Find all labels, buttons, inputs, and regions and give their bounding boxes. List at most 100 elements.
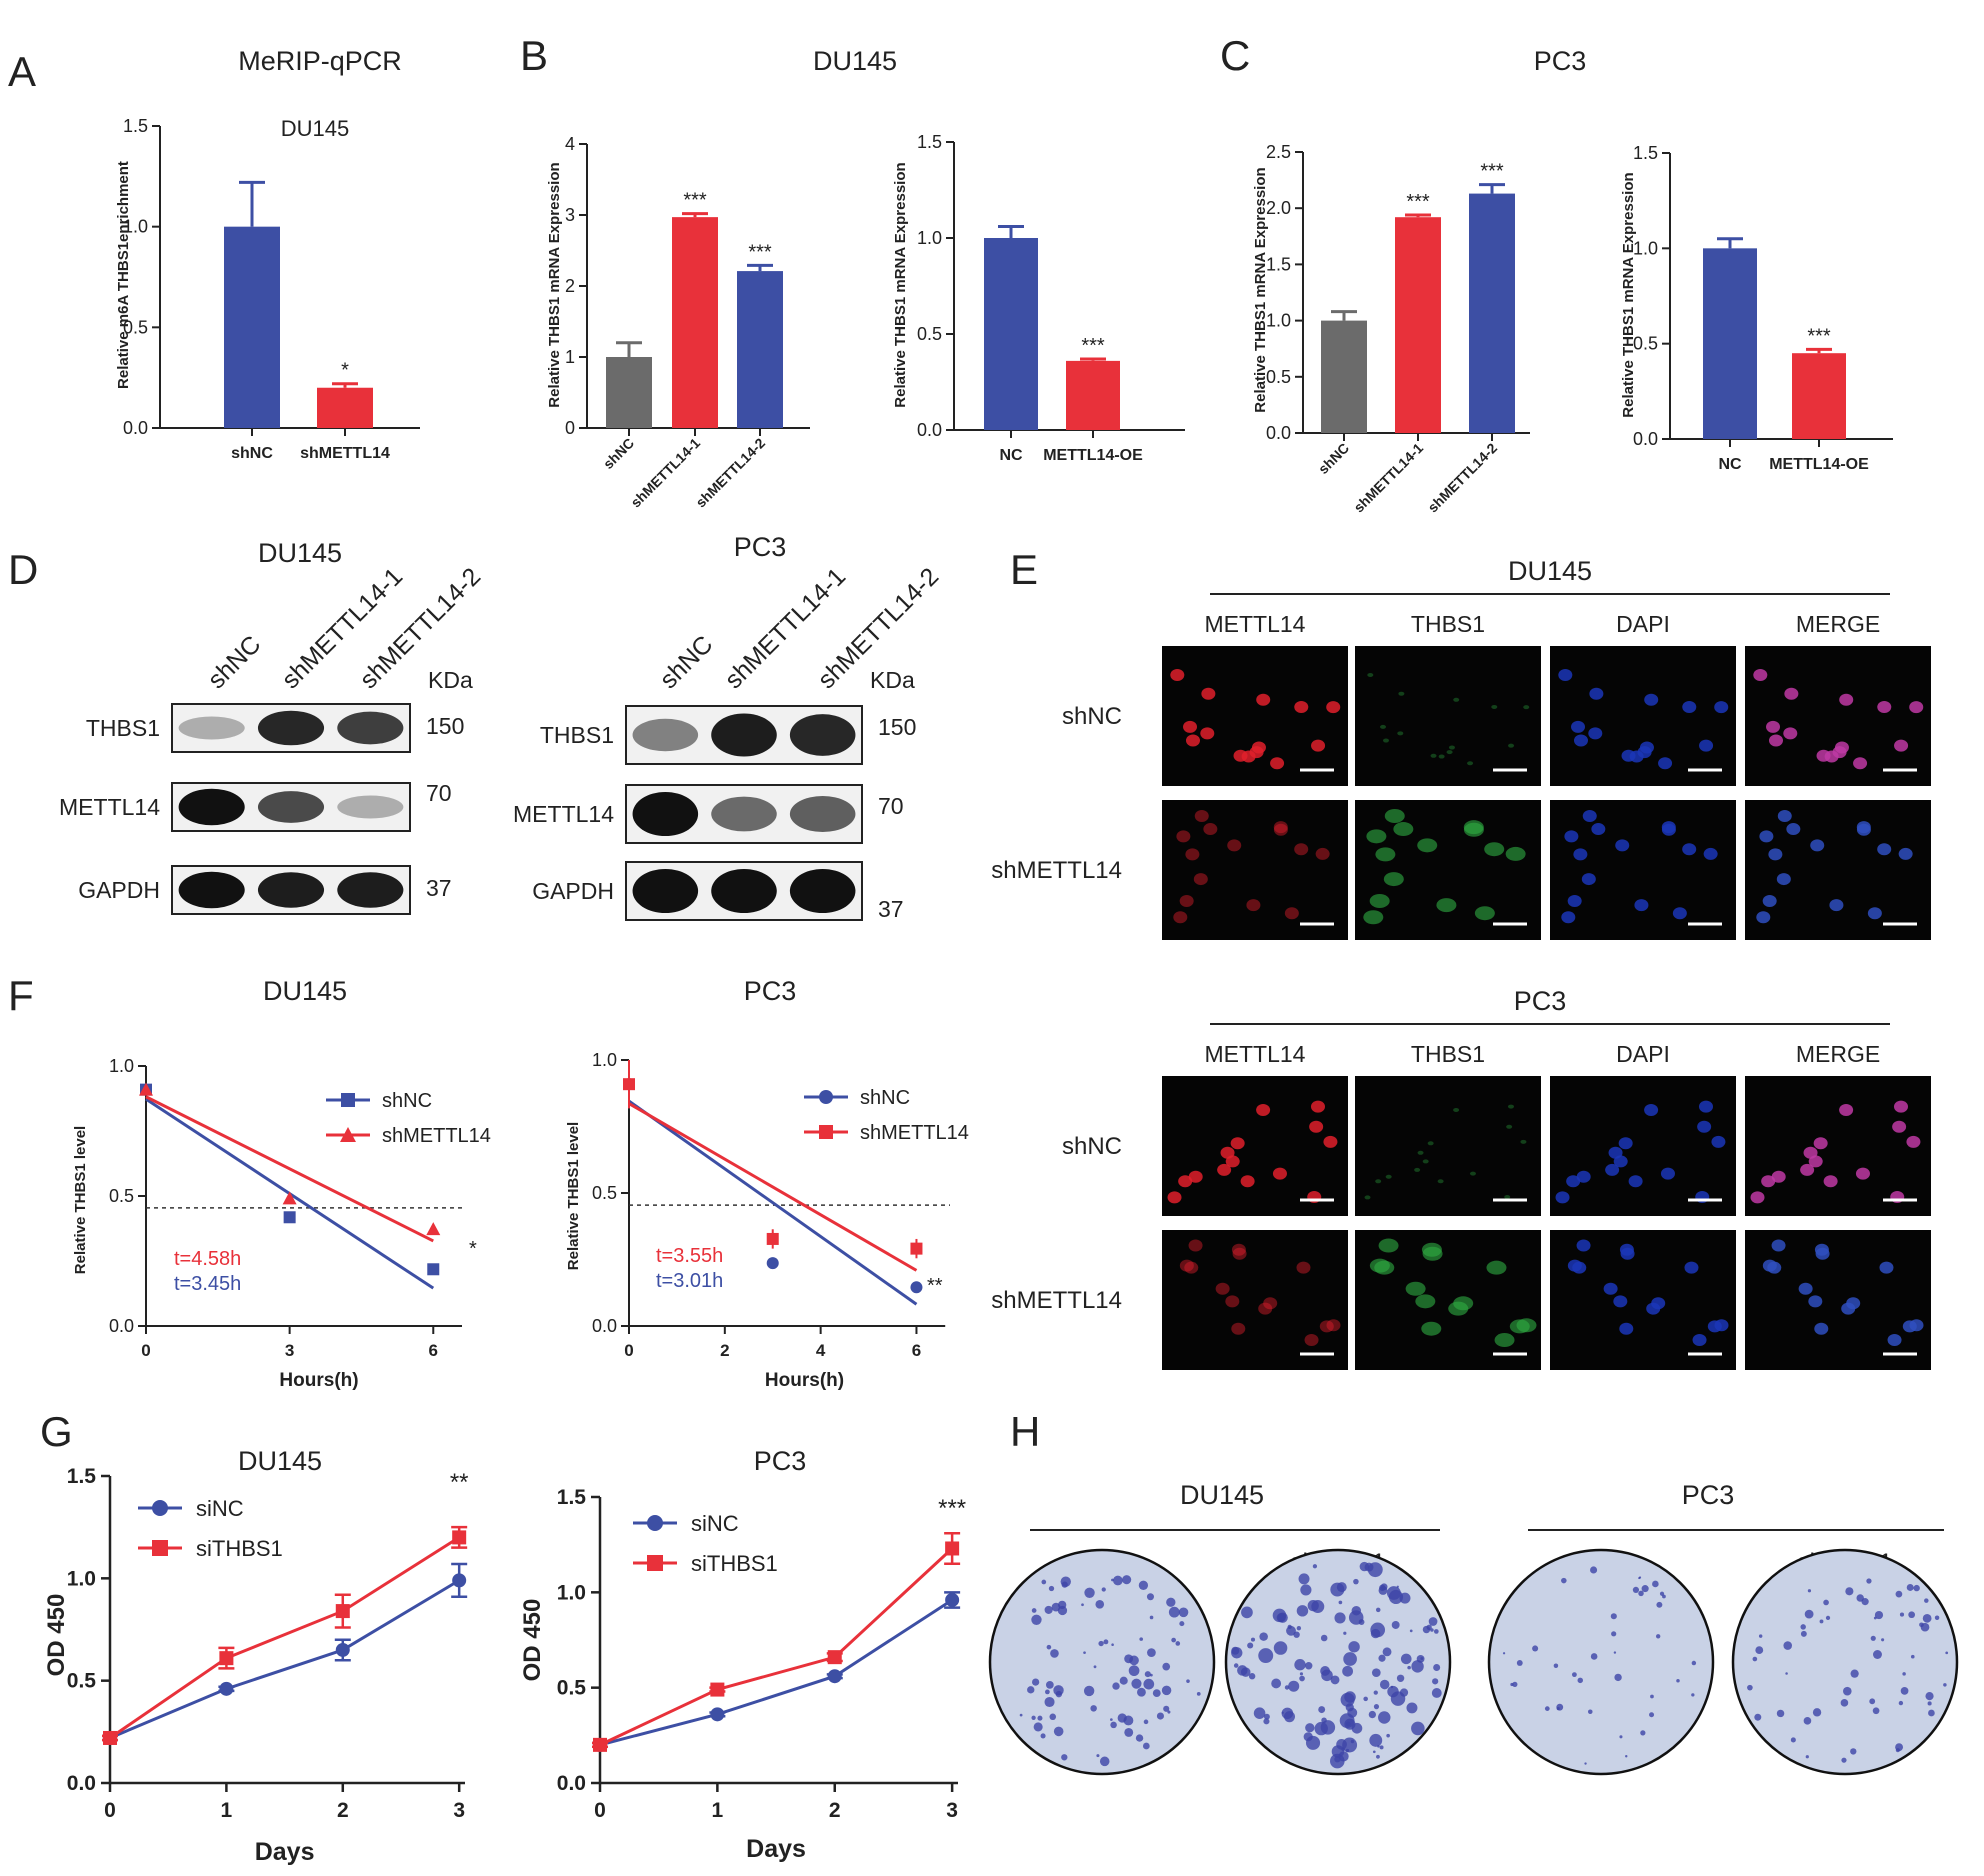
bar — [224, 226, 280, 428]
half-life-annotation: t=3.45h — [174, 1273, 241, 1295]
colony — [1093, 1665, 1097, 1669]
colony — [1340, 1692, 1355, 1707]
colony — [1872, 1650, 1882, 1659]
cell-signal — [1415, 1294, 1436, 1309]
colony — [1873, 1616, 1877, 1620]
panel-f-du145-title: DU145 — [263, 976, 347, 1006]
cell-nucleus — [1661, 823, 1676, 836]
colony — [1613, 1651, 1617, 1654]
cell-nucleus — [1909, 1319, 1924, 1332]
colony — [1168, 1606, 1180, 1618]
cell-nucleus — [1856, 823, 1871, 836]
colony — [1590, 1653, 1598, 1660]
x-axis-label: Days — [255, 1838, 315, 1866]
cell-nucleus — [1839, 693, 1854, 706]
protein-label: GAPDH — [532, 878, 614, 904]
cell-nucleus — [1644, 1103, 1659, 1116]
cell-signal — [1393, 822, 1414, 837]
cell-nucleus — [1800, 1163, 1815, 1176]
colony — [1149, 1615, 1154, 1620]
cell-nucleus — [1203, 823, 1218, 836]
cell-nucleus — [1567, 1259, 1582, 1272]
cell-nucleus — [1634, 899, 1649, 912]
cell-nucleus — [1256, 1103, 1271, 1116]
colony — [1055, 1690, 1063, 1698]
data-point — [766, 1232, 779, 1245]
colony — [1300, 1584, 1312, 1596]
colony — [1111, 1643, 1114, 1646]
colony — [1304, 1662, 1313, 1670]
y-tick-label: 1.5 — [1633, 143, 1658, 163]
if-row-label: shNC — [1062, 1133, 1122, 1160]
panel-b-title: DU145 — [813, 46, 897, 76]
colony — [1250, 1637, 1256, 1642]
colony — [1532, 1645, 1539, 1652]
y-tick-label: 0.0 — [917, 420, 942, 440]
data-point — [910, 1242, 923, 1255]
colony — [1040, 1733, 1046, 1739]
if-column-label: THBS1 — [1411, 611, 1485, 637]
colony — [1353, 1578, 1359, 1585]
legend-label: siNC — [196, 1496, 244, 1521]
colony — [1819, 1619, 1824, 1624]
colony — [1123, 1715, 1134, 1726]
data-point — [427, 1263, 440, 1276]
cell-nucleus — [1608, 1146, 1623, 1159]
cell-nucleus — [1703, 847, 1718, 860]
cell-signal — [1448, 1301, 1469, 1316]
colony — [1428, 1617, 1438, 1626]
cell-signal — [1430, 753, 1437, 758]
protein-band — [632, 868, 699, 914]
y-tick-label: 2 — [565, 276, 575, 296]
x-tick-label: shMETTL14-2 — [692, 435, 768, 511]
colony — [1391, 1621, 1400, 1629]
cell-nucleus — [1660, 1167, 1675, 1180]
colony — [1406, 1702, 1418, 1714]
cell-signal — [1491, 704, 1498, 709]
data-point — [819, 1090, 833, 1104]
colony — [1178, 1607, 1189, 1618]
significance-label: *** — [938, 1495, 966, 1522]
data-point — [819, 1125, 833, 1139]
cell-signal — [1367, 673, 1374, 678]
if-grid-pc3: METTL14 THBS1 DAPI MERGE shNC shMETTL14 — [991, 1023, 1931, 1370]
chart-a-merip: 0.0 0.5 1.0 1.5 Relative m6A THBS1enrichment… — [115, 116, 420, 462]
colony — [1640, 1730, 1646, 1736]
colony — [1924, 1598, 1929, 1603]
cell-nucleus — [1311, 739, 1326, 752]
colony — [1299, 1672, 1304, 1676]
colony — [1166, 1597, 1176, 1607]
cell-signal — [1516, 1318, 1537, 1333]
cell-nucleus — [1697, 1120, 1712, 1133]
colony — [1048, 1585, 1055, 1592]
legend-label: shMETTL14 — [860, 1122, 969, 1144]
x-tick-label: 2 — [829, 1799, 841, 1822]
if-image — [1550, 646, 1736, 786]
cell-nucleus — [1786, 823, 1801, 836]
half-life-annotation: t=4.58h — [174, 1248, 241, 1270]
colony — [1110, 1718, 1113, 1721]
colony — [1142, 1742, 1150, 1750]
colony — [1376, 1754, 1380, 1759]
colony — [1619, 1735, 1623, 1739]
colony — [1179, 1621, 1185, 1627]
cell-signal — [1369, 893, 1390, 908]
x-tick-label: shMETTL14-2 — [1424, 440, 1500, 516]
legend-label: shMETTL14 — [382, 1125, 491, 1147]
x-axis-label: Hours(h) — [279, 1370, 358, 1391]
colony — [1288, 1680, 1300, 1692]
cell-nucleus — [1588, 727, 1603, 740]
colony — [1122, 1575, 1132, 1585]
colony — [1143, 1719, 1149, 1725]
cell-nucleus — [1714, 1319, 1729, 1332]
colony — [1258, 1648, 1274, 1664]
panel-e-pc3-title: PC3 — [1514, 986, 1567, 1016]
colony — [1237, 1665, 1248, 1676]
colony — [1162, 1662, 1171, 1671]
colony — [1296, 1626, 1302, 1631]
cell-nucleus — [1185, 734, 1200, 747]
colony — [1656, 1601, 1663, 1608]
colony — [1850, 1669, 1859, 1678]
y-axis-label: Relative THBS1 level — [565, 1122, 582, 1270]
